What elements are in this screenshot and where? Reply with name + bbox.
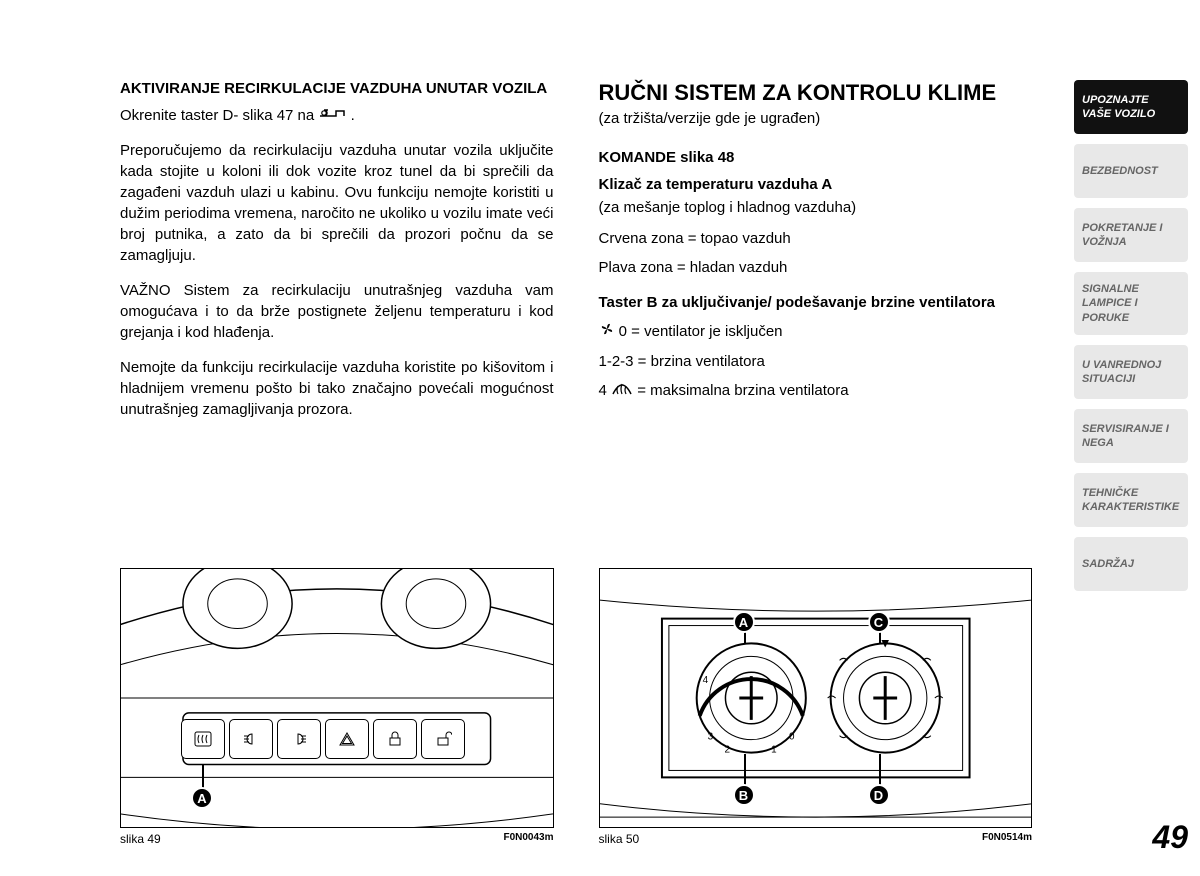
svg-text:3: 3 (707, 732, 713, 743)
tab-sadrzaj[interactable]: SADRŽAJ (1074, 537, 1188, 591)
fan-icon (599, 321, 615, 343)
left-heading: AKTIVIRANJE RECIRKULACIJE VAZDUHA UNUTAR… (120, 80, 554, 99)
fan4-a: 4 (599, 382, 612, 399)
svg-text:4: 4 (702, 675, 708, 686)
fan4: 4 = maksimalna brzina ventilatora (599, 380, 1033, 402)
left-p3: Nemojte da funkciju recirkulacije vazduh… (120, 357, 554, 420)
tab-servisiranje[interactable]: SERVISIRANJE I NEGA (1074, 409, 1188, 463)
fig50-code: F0N0514m (982, 832, 1032, 846)
btn-foglight-rear (277, 719, 321, 759)
svg-text:2: 2 (724, 745, 730, 756)
fig49-caption: slika 49 (120, 832, 161, 846)
caption-row-49: slika 49 F0N0043m (120, 832, 554, 846)
btn-unlock (421, 719, 465, 759)
btn-lock (373, 719, 417, 759)
tab-bezbednost[interactable]: BEZBEDNOST (1074, 144, 1188, 198)
caption-row-50: slika 50 F0N0514m (599, 832, 1033, 846)
figure-50-area: 32 10 4 (599, 568, 1033, 846)
page-number: 49 (1074, 819, 1188, 856)
tab-signalne[interactable]: SIGNALNE LAMPICE I PORUKE (1074, 272, 1188, 335)
left-line1-b: . (351, 107, 355, 124)
callout-a-fig49: A (191, 787, 213, 809)
defrost-icon (611, 380, 633, 402)
left-column: AKTIVIRANJE RECIRKULACIJE VAZDUHA UNUTAR… (120, 80, 554, 846)
content-area: AKTIVIRANJE RECIRKULACIJE VAZDUHA UNUTAR… (0, 0, 1062, 876)
fan123: 1-2-3 = brzina ventilatora (599, 351, 1033, 372)
left-p2: VAŽNO Sistem za recirkulaciju unutrašnje… (120, 280, 554, 343)
svg-text:1: 1 (771, 745, 777, 756)
sidebar-nav: UPOZNAJTE VAŠE VOZILO BEZBEDNOST POKRETA… (1062, 0, 1200, 876)
fig50-caption: slika 50 (599, 832, 640, 846)
figure-50: 32 10 4 (599, 568, 1033, 828)
callout-d: D (868, 784, 890, 806)
tab-pokretanje[interactable]: POKRETANJE I VOŽNJA (1074, 208, 1188, 262)
btn-hazard (325, 719, 369, 759)
left-line1-a: Okrenite taster D- slika 47 na (120, 107, 318, 124)
fig49-code: F0N0043m (503, 832, 553, 846)
callout-b: B (733, 784, 755, 806)
tab-tehnicke[interactable]: TEHNIČKE KARAKTERISTIKE (1074, 473, 1188, 527)
callout-c: C (868, 611, 890, 633)
recirc-icon (318, 105, 346, 126)
left-p1: Preporučujemo da recirkulaciju vazduha u… (120, 140, 554, 266)
komande-heading: KOMANDE slika 48 (599, 147, 1033, 168)
page-root: AKTIVIRANJE RECIRKULACIJE VAZDUHA UNUTAR… (0, 0, 1200, 876)
blue-zone: Plava zona = hladan vazduh (599, 257, 1033, 278)
btn-rear-defrost (181, 719, 225, 759)
figure-49-area: A slika 49 F0N0043m (120, 568, 554, 846)
fan0-text: 0 = ventilator je isključen (619, 323, 783, 340)
callout-a: A (733, 611, 755, 633)
tab-upoznajte[interactable]: UPOZNAJTE VAŠE VOZILO (1074, 80, 1188, 134)
right-subtitle: (za tržišta/verzije gde je ugrađen) (599, 110, 1033, 127)
right-title: RUČNI SISTEM ZA KONTROLU KLIME (599, 80, 1033, 106)
button-row (181, 719, 465, 759)
left-line1: Okrenite taster D- slika 47 na . (120, 105, 554, 127)
fan0: 0 = ventilator je isključen (599, 321, 1033, 343)
right-column: RUČNI SISTEM ZA KONTROLU KLIME (za tržiš… (599, 80, 1033, 846)
fan4-b: = maksimalna brzina ventilatora (637, 382, 848, 399)
klizac-heading: Klizač za temperaturu vazduha A (599, 176, 833, 193)
tasterb-heading: Taster B za uključivanje/ podešavanje br… (599, 292, 1033, 313)
btn-foglight-front (229, 719, 273, 759)
klizac-sub: (za mešanje toplog i hladnog vazduha) (599, 197, 1033, 218)
svg-text:0: 0 (788, 732, 794, 743)
figure-49: A (120, 568, 554, 828)
tab-vanrednoj[interactable]: U VANREDNOJ SITUACIJI (1074, 345, 1188, 399)
red-zone: Crvena zona = topao vazduh (599, 228, 1033, 249)
